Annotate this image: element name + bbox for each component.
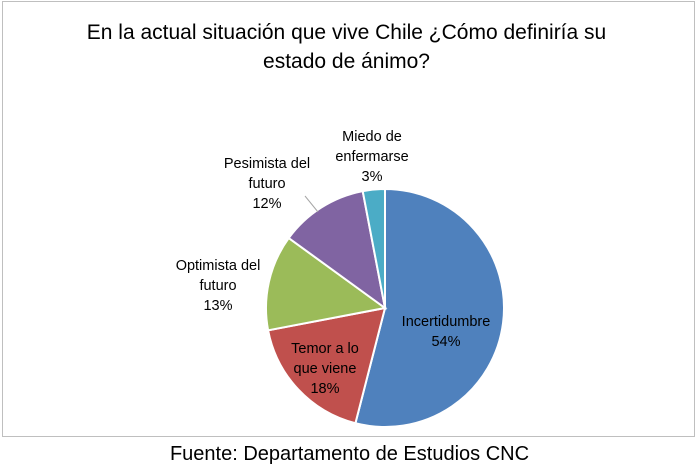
slice-label-3: Pesimista del futuro 12%	[224, 156, 310, 212]
slice-label-0: Incertidumbre 54%	[402, 314, 491, 350]
slice-label-2: Optimista del futuro 13%	[176, 258, 261, 314]
slice-label-4: Miedo de enfermarse 3%	[335, 129, 408, 185]
source-note: Fuente: Departamento de Estudios CNC	[169, 443, 530, 465]
chart-title-line-1: En la actual situación que vive Chile ¿C…	[86, 21, 607, 44]
chart-title: En la actual situación que vive Chile ¿C…	[40, 18, 653, 76]
leader-line-3	[304, 195, 319, 213]
pie-slice-3	[287, 189, 387, 311]
pie-slice-1	[266, 306, 387, 425]
pie-slice-0	[354, 187, 505, 428]
pie-slice-2	[265, 236, 388, 332]
pie-slice-4	[361, 187, 386, 309]
pie-chart: Incertidumbre 54% Temor a lo que viene 18% Op…	[176, 129, 505, 428]
slice-label-1: Temor a lo que viene 18%	[291, 341, 359, 397]
chart-title-line-2: estado de ánimo?	[263, 50, 430, 73]
